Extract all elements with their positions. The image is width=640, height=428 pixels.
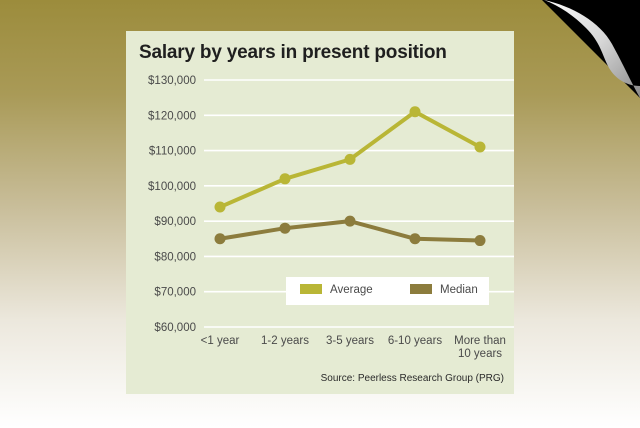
page-curl-icon [542, 0, 640, 98]
x-tick-label: 1-2 years [261, 335, 309, 347]
legend-item-average: Average [300, 284, 373, 296]
legend-label-average: Average [330, 284, 373, 296]
legend-swatch-average [300, 284, 322, 294]
data-point-median [344, 215, 356, 227]
data-point-average [344, 153, 356, 165]
y-tick-label: $130,000 [148, 75, 196, 87]
data-point-average [214, 201, 226, 213]
y-tick-label: $80,000 [154, 251, 196, 263]
x-tick-label: <1 year [201, 335, 240, 347]
x-tick-label: 3-5 years [326, 335, 374, 347]
y-tick-label: $120,000 [148, 110, 196, 122]
y-tick-label: $110,000 [149, 146, 196, 158]
source-note: Source: Peerless Research Group (PRG) [320, 373, 504, 384]
y-tick-label: $70,000 [154, 287, 196, 299]
legend-label-median: Median [440, 284, 478, 296]
x-tick-label: More than 10 years [454, 335, 506, 360]
data-point-average [474, 141, 486, 153]
chart-legend: Average Median [286, 277, 489, 305]
chart-title: Salary by years in present position [139, 42, 447, 63]
data-point-median [409, 233, 421, 245]
y-tick-label: $100,000 [148, 181, 196, 193]
x-tick-label: 6-10 years [388, 335, 443, 347]
y-tick-label: $60,000 [154, 322, 196, 334]
line-chart: $130,000 $120,000 $110,000 $100,000 $90,000 $… [148, 75, 514, 360]
data-point-median [214, 233, 226, 245]
data-point-average [279, 173, 291, 185]
legend-swatch-median [410, 284, 432, 294]
y-tick-label: $90,000 [154, 216, 196, 228]
data-point-average [409, 106, 421, 118]
data-point-median [279, 222, 291, 234]
chart-card: Salary by years in present position $130… [126, 31, 514, 394]
data-point-median [474, 235, 486, 247]
legend-item-median: Median [410, 284, 478, 296]
